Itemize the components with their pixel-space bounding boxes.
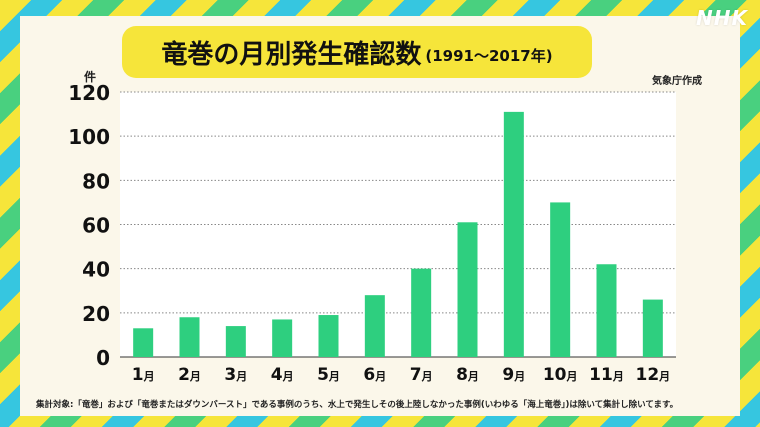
y-tick-label: 0 — [96, 346, 110, 370]
source-label: 気象庁作成 — [652, 76, 702, 87]
x-tick-label: 5月 — [317, 365, 340, 385]
chart-subtitle: (1991〜2017年) — [425, 46, 553, 65]
x-tick-label: 1月 — [132, 365, 155, 385]
bar — [457, 222, 478, 357]
y-tick-label: 60 — [82, 214, 110, 238]
footnote: 集計対象:「竜巻」および「竜巻またはダウンバースト」である事例のうち、水上で発生… — [36, 400, 679, 410]
y-unit-label: 件 — [84, 70, 97, 84]
x-tick-label: 11月 — [589, 365, 624, 385]
x-tick-label: 4月 — [271, 365, 294, 385]
chart-title: 竜巻の月別発生確認数 — [161, 39, 422, 70]
bar — [179, 317, 200, 357]
bar — [133, 328, 154, 357]
x-tick-label: 12月 — [635, 365, 670, 385]
title-box: 竜巻の月別発生確認数 (1991〜2017年) — [122, 26, 592, 78]
bar — [272, 319, 293, 357]
x-tick-label: 6月 — [363, 365, 386, 385]
y-tick-label: 120 — [68, 81, 110, 105]
x-tick-label: 9月 — [502, 365, 525, 385]
x-tick-label: 3月 — [224, 365, 247, 385]
bar — [411, 268, 432, 357]
y-tick-label: 80 — [82, 169, 110, 193]
x-tick-label: 10月 — [543, 365, 578, 385]
y-tick-label: 20 — [82, 302, 110, 326]
bar — [642, 299, 663, 357]
nhk-logo: NHK — [696, 6, 748, 30]
bar — [225, 326, 246, 357]
bar — [318, 315, 339, 357]
x-tick-label: 7月 — [410, 365, 433, 385]
y-tick-label: 100 — [68, 125, 110, 149]
x-tick-label: 2月 — [178, 365, 201, 385]
y-tick-label: 40 — [82, 258, 110, 282]
bar — [364, 295, 385, 357]
bar — [503, 111, 524, 357]
bar — [550, 202, 571, 357]
x-tick-label: 8月 — [456, 365, 479, 385]
bar — [596, 264, 617, 357]
